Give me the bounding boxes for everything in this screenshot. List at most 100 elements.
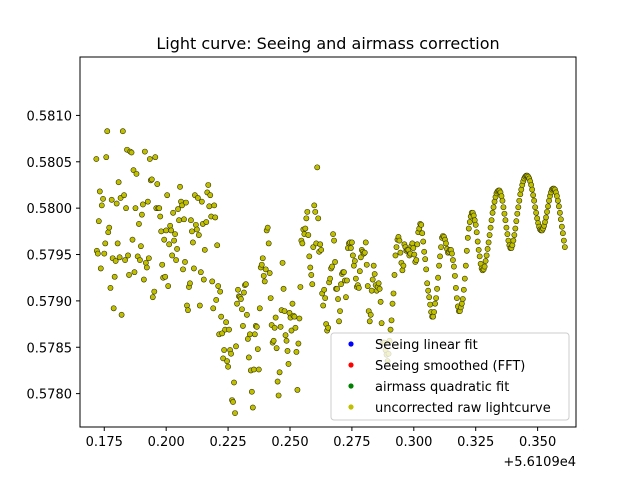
data-point [233, 343, 239, 350]
data-point [180, 266, 186, 273]
data-point [489, 209, 496, 216]
data-point [170, 209, 177, 216]
data-point [230, 399, 236, 405]
data-point [556, 203, 562, 210]
data-point [168, 227, 175, 234]
data-point [450, 257, 456, 263]
y-axis-ticks: 0.5780 0.5785 0.5790 0.5795 0.5800 0.5805 0.58… [27, 109, 80, 403]
data-point [158, 228, 165, 235]
data-point [308, 272, 315, 278]
data-point [144, 198, 151, 205]
data-point [280, 285, 287, 292]
legend-marker-airmass-fit [348, 383, 354, 389]
data-point [221, 347, 228, 353]
data-point [561, 244, 568, 250]
data-point [295, 340, 302, 347]
y-tick-label: 0.5785 [27, 341, 73, 356]
y-tick-label: 0.5790 [27, 295, 73, 310]
data-point [206, 203, 213, 210]
data-point [483, 252, 490, 259]
data-point [424, 280, 431, 287]
data-point [431, 309, 438, 315]
data-point [458, 300, 465, 307]
x-tick-label: 0.325 [457, 435, 494, 450]
data-points [93, 128, 568, 416]
data-point [205, 182, 212, 188]
data-point [474, 238, 481, 245]
data-point [226, 326, 232, 333]
data-point [501, 210, 508, 217]
y-tick-label: 0.5810 [27, 109, 73, 124]
data-point [126, 272, 132, 278]
data-point [245, 354, 252, 361]
data-point [273, 345, 280, 352]
data-point [210, 305, 217, 312]
data-point [531, 197, 538, 204]
data-point [325, 324, 332, 331]
data-point [391, 272, 398, 278]
data-point [499, 197, 506, 204]
data-point [481, 263, 488, 270]
data-point [174, 246, 180, 252]
data-point [275, 392, 282, 399]
data-point [259, 255, 266, 262]
data-point [375, 280, 382, 287]
data-point [335, 296, 341, 302]
data-point [545, 203, 551, 210]
data-point [131, 269, 138, 276]
x-tick-label: 0.175 [86, 435, 123, 450]
data-point [171, 237, 177, 244]
data-point [115, 179, 122, 186]
y-tick-label: 0.5780 [27, 388, 73, 403]
data-point [212, 214, 219, 221]
legend-label-seeing-smoothed: Seeing smoothed (FFT) [375, 359, 525, 374]
data-point [130, 167, 137, 174]
data-point [173, 257, 179, 263]
data-point [258, 261, 265, 268]
data-point [235, 286, 241, 293]
data-point [279, 259, 286, 266]
data-point [152, 154, 159, 161]
data-point [262, 266, 269, 273]
data-point [264, 224, 271, 231]
data-point [181, 216, 187, 223]
data-point [225, 363, 231, 370]
x-tick-label: 0.275 [333, 435, 370, 450]
data-point [410, 245, 417, 251]
data-point [425, 287, 432, 294]
data-point [303, 215, 310, 222]
data-point [350, 262, 357, 269]
data-point [133, 170, 140, 177]
legend-marker-seeing-smoothed [348, 362, 354, 368]
data-point [343, 294, 349, 301]
data-point [104, 128, 111, 135]
data-point [141, 148, 148, 155]
data-point [500, 204, 507, 211]
data-point [96, 188, 103, 195]
data-point [177, 183, 183, 190]
data-point [112, 258, 119, 264]
data-point [543, 214, 549, 221]
y-tick-label: 0.5795 [27, 249, 73, 264]
data-point [498, 193, 505, 199]
data-point [435, 274, 441, 281]
data-point [470, 212, 477, 219]
data-point [217, 288, 224, 295]
data-point [138, 243, 144, 250]
data-point [463, 247, 470, 254]
data-point [306, 253, 313, 260]
data-point [421, 248, 428, 255]
chart-title: Light curve: Seeing and airmass correcti… [156, 34, 499, 53]
data-point [487, 224, 494, 231]
data-point [397, 249, 404, 256]
legend-label-airmass-fit: airmass quadratic fit [375, 380, 509, 395]
data-point [472, 221, 479, 228]
data-point [392, 252, 399, 259]
x-tick-label: 0.250 [271, 435, 308, 450]
data-point [113, 200, 120, 207]
data-point [125, 252, 131, 259]
data-point [241, 289, 247, 296]
data-point [272, 314, 279, 321]
data-point [317, 241, 324, 248]
data-point [203, 219, 210, 225]
